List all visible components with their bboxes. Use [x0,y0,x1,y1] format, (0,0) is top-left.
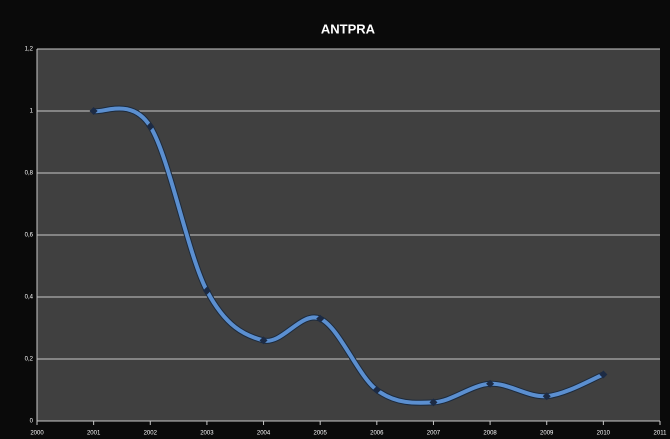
line [93,106,605,405]
x-tick-label: 2002 [144,431,158,437]
marker [429,398,438,407]
marker [259,336,268,345]
x-tick-label: 2008 [483,431,497,437]
x-tick-label: 2011 [654,431,668,437]
marker [202,286,211,295]
x-tick-label: 2000 [30,431,44,437]
y-tick-label: 0 [30,419,34,425]
chart-title: ANTPRA [321,21,376,36]
marker [599,370,608,379]
marker [486,379,495,388]
marker [372,386,381,394]
marker [542,392,551,401]
y-tick-label: 0,8 [25,171,34,177]
x-tick-label: 2006 [370,431,384,437]
y-tick-label: 0,2 [25,357,34,363]
marker [146,122,155,131]
y-tick-label: 1,2 [25,47,34,53]
marker [89,107,98,115]
y-tick-label: 0,6 [25,233,34,239]
x-tick-label: 2007 [427,431,441,437]
x-tick-label: 2005 [314,431,328,437]
x-tick-label: 2004 [257,431,271,437]
x-tick-label: 2003 [200,431,214,437]
marker [316,314,325,323]
x-tick-label: 2010 [597,431,611,437]
x-tick-label: 2001 [87,431,101,437]
y-tick-label: 1 [30,109,34,115]
x-tick-label: 2009 [540,431,554,437]
y-tick-label: 0,4 [25,295,34,301]
